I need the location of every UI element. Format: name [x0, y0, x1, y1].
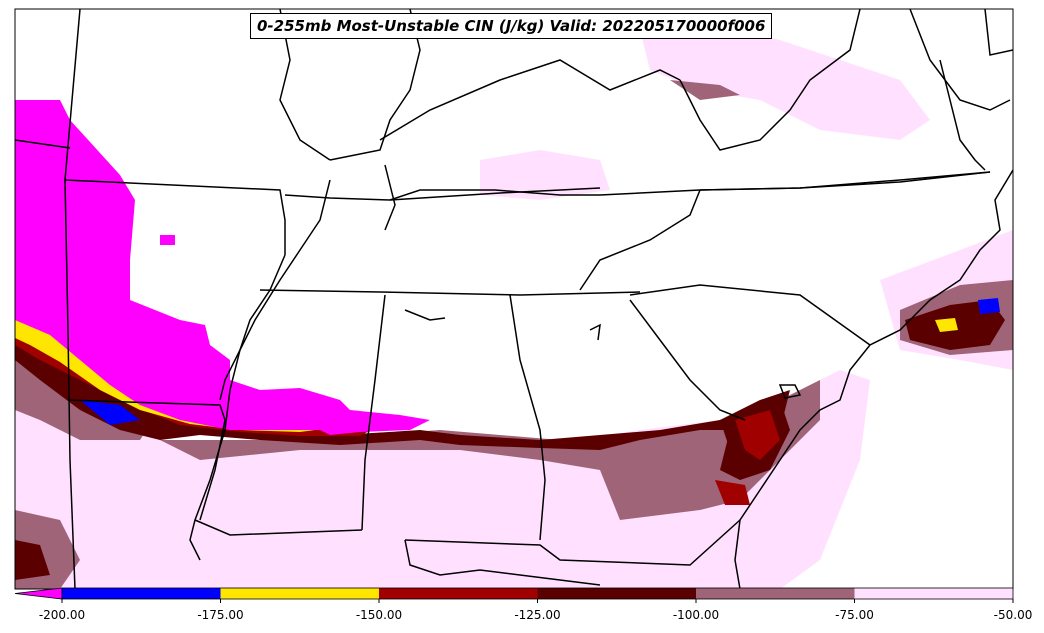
colorbar-bin-2 — [379, 588, 538, 599]
colorbar-bin-1 — [220, 588, 379, 599]
magenta-region-small — [160, 235, 175, 245]
colorbar-tick-label: -50.00 — [994, 608, 1033, 622]
border-georgia-florida — [404, 519, 741, 566]
colorbar-tick-label: -150.00 — [356, 608, 402, 622]
colorbar-tick-label: -200.00 — [39, 608, 85, 622]
maroon-region-savannah — [735, 410, 780, 460]
map-title: 0-255mb Most-Unstable CIN (J/kg) Valid: … — [250, 13, 773, 39]
lakes — [384, 164, 802, 399]
border-louisiana-south — [194, 519, 363, 536]
colorbar-bin-3 — [537, 588, 696, 599]
blue-region-carolina — [978, 298, 1000, 314]
colorbar: -200.00 -175.00 -150.00 -125.00 -100.00 -75.0… — [14, 587, 1033, 622]
lake-alabama — [404, 309, 446, 321]
maroon-region-coast — [715, 480, 750, 505]
colorbar-tick-label: -75.00 — [835, 608, 874, 622]
border-tennessee-nc — [579, 189, 701, 291]
mauve-region-gulf — [160, 380, 820, 520]
border-arkansas-south — [67, 399, 226, 421]
border-georgia-sc — [629, 299, 746, 421]
colorbar-tick-label: -125.00 — [514, 608, 560, 622]
border-west-vertical — [64, 9, 81, 589]
border-alabama-georgia — [509, 294, 546, 541]
border-delmarva — [909, 9, 1011, 111]
border-nc-sc — [629, 284, 871, 346]
colorbar-bin-4 — [696, 588, 855, 599]
state-borders — [15, 9, 1013, 589]
border-tennessee-south — [259, 289, 641, 296]
colorbar-bin-5 — [854, 588, 1013, 599]
border-oklahoma-north — [64, 179, 286, 255]
border-ohio-river — [329, 9, 421, 161]
yellow-region-carolina — [935, 318, 958, 332]
border-arkansas-east — [219, 254, 286, 401]
dark-maroon-region-southwest — [15, 540, 50, 580]
border-northeast-corner — [984, 9, 1013, 56]
light-pink-region-kentucky — [480, 150, 610, 200]
border-illinois — [279, 9, 331, 161]
border-mississippi-river — [189, 179, 331, 561]
border-virginia-nc — [699, 171, 991, 191]
border-kentucky-north — [379, 59, 681, 141]
magenta-region — [15, 100, 430, 435]
colorbar-under-extension — [14, 587, 63, 600]
lake-okeechobee — [778, 384, 802, 399]
border-arkansas-louisiana — [199, 419, 226, 521]
coastline — [404, 59, 1013, 589]
border-kentucky-tennessee — [389, 187, 601, 201]
colorbar-bin-0 — [62, 588, 221, 599]
mauve-region-virginia — [670, 80, 740, 100]
lake-georgia — [589, 323, 601, 341]
border-kansas-north — [15, 139, 71, 149]
coastline-atlantic — [734, 169, 1013, 589]
coastline-chesapeake — [939, 59, 986, 171]
light-pink-region-northeast — [640, 20, 930, 140]
border-mississippi-alabama — [361, 294, 386, 531]
border-west-virginia — [679, 9, 861, 151]
colorbar-tick-label: -175.00 — [197, 608, 243, 622]
lake-kentucky — [384, 164, 396, 231]
dark-maroon-band — [15, 330, 790, 480]
cin-shading — [15, 20, 1013, 589]
map-area — [15, 9, 1013, 589]
colorbar-tick-label: -100.00 — [673, 608, 719, 622]
coastline-gulf — [404, 539, 601, 586]
blue-region-band — [80, 400, 140, 425]
